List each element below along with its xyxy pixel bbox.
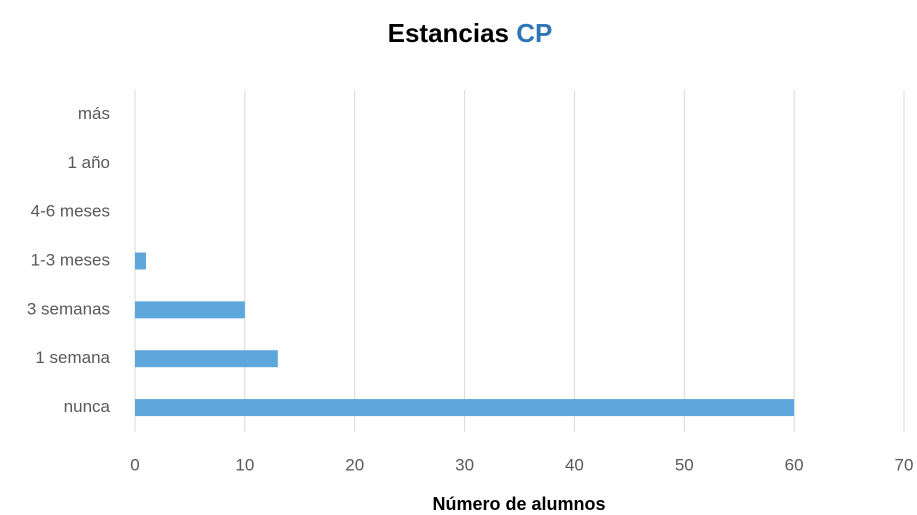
title-highlight: CP (516, 18, 552, 48)
y-tick-label: 4-6 meses (31, 202, 110, 221)
bar (135, 399, 795, 417)
x-axis-title: Número de alumnos (432, 494, 605, 514)
bar (135, 301, 245, 319)
bar (135, 350, 278, 368)
x-tick-label: 60 (785, 455, 804, 474)
x-tick-label: 20 (345, 455, 364, 474)
x-tick-label: 10 (235, 455, 254, 474)
x-tick-label: 0 (130, 455, 139, 474)
y-tick-label: 1 semana (35, 348, 110, 367)
x-tick-label: 70 (895, 455, 914, 474)
y-tick-label: 3 semanas (27, 299, 110, 318)
bar (135, 252, 146, 270)
chart-title: Estancias CP (388, 18, 553, 48)
title-main: Estancias (388, 18, 509, 48)
y-tick-label: 1-3 meses (31, 250, 110, 269)
y-tick-label: nunca (64, 397, 111, 416)
x-tick-label: 50 (675, 455, 694, 474)
y-tick-label: 1 año (67, 153, 110, 172)
y-tick-label: más (78, 104, 110, 123)
x-tick-label: 30 (455, 455, 474, 474)
x-tick-label: 40 (565, 455, 584, 474)
